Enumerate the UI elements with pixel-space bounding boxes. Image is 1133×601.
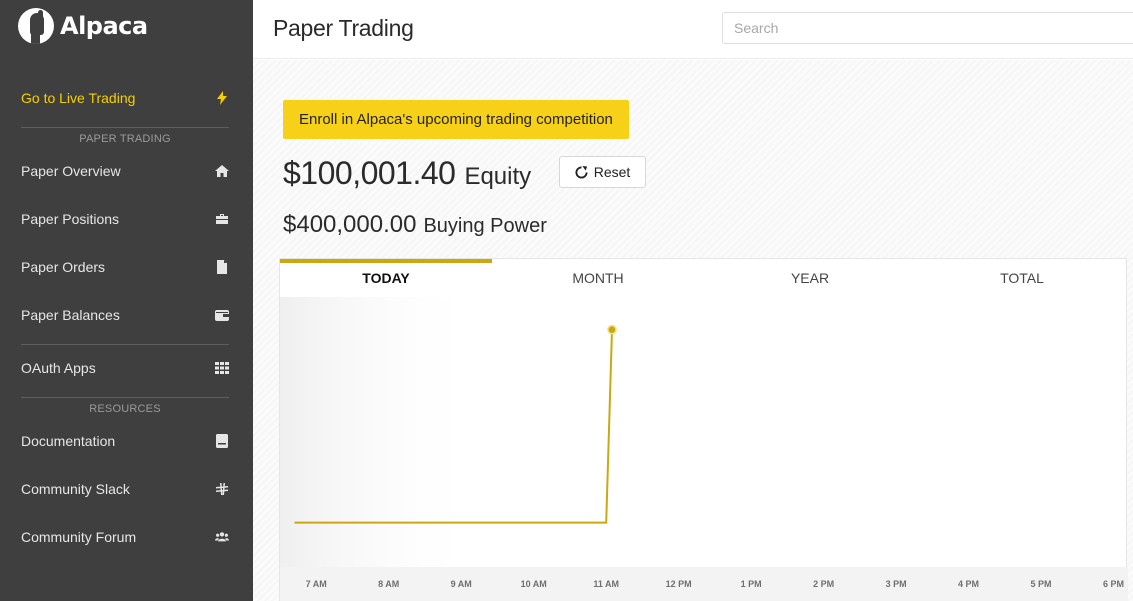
users-icon xyxy=(214,529,230,545)
sidebar-item-documentation[interactable]: Documentation xyxy=(21,429,230,453)
equity-line-chart xyxy=(280,297,1128,567)
buying-power-label: Buying Power xyxy=(423,215,547,237)
sidebar-item-label: Paper Balances xyxy=(21,307,120,323)
sidebar-item-label: Documentation xyxy=(21,433,116,449)
top-header: Paper Trading xyxy=(253,0,1133,59)
x-axis-tick-label: 12 PM xyxy=(665,579,692,589)
sidebar-item-label: Paper Overview xyxy=(21,163,121,179)
equity-chart-card: TODAY MONTH YEAR TOTAL 7 AM 8 AM 9 AM 10 AM… xyxy=(279,258,1128,601)
reset-label: Reset xyxy=(593,164,631,180)
alpaca-logo[interactable]: Alpaca xyxy=(18,8,148,44)
x-axis-tick-label: 2 PM xyxy=(813,579,835,589)
live-trading-label: Go to Live Trading xyxy=(21,90,136,106)
main-content: Enroll in Alpaca's upcoming trading comp… xyxy=(253,60,1133,601)
x-axis-tick-label: 10 AM xyxy=(520,579,547,589)
sidebar-item-paper-overview[interactable]: Paper Overview xyxy=(21,159,230,183)
document-icon xyxy=(214,259,230,275)
x-axis-tick-label: 8 AM xyxy=(378,579,400,589)
section-label-paper-trading: PAPER TRADING xyxy=(79,133,171,145)
sidebar-item-community-slack[interactable]: Community Slack xyxy=(21,477,230,501)
x-axis-tick-label: 11 AM xyxy=(593,579,620,589)
x-axis-tick-label: 7 AM xyxy=(305,579,327,589)
sidebar-divider xyxy=(21,344,229,345)
x-axis-tick-label: 9 AM xyxy=(450,579,472,589)
tab-today[interactable]: TODAY xyxy=(280,259,492,297)
grid-icon xyxy=(214,360,230,376)
equity-summary: $100,001.40 Equity xyxy=(283,155,531,192)
sidebar-item-label: OAuth Apps xyxy=(21,360,96,376)
sidebar-item-label: Paper Orders xyxy=(21,259,106,275)
sidebar-divider xyxy=(21,127,229,128)
x-axis-tick-label: 1 PM xyxy=(740,579,762,589)
chart-fade-overlay xyxy=(280,297,480,567)
buying-power-value: $400,000.00 xyxy=(283,211,417,238)
page-title: Paper Trading xyxy=(273,15,414,41)
x-axis-tick-label: 6 PM xyxy=(1102,579,1125,589)
buying-power-summary: $400,000.00 Buying Power xyxy=(283,211,547,239)
bolt-icon xyxy=(214,90,230,106)
enroll-competition-button[interactable]: Enroll in Alpaca's upcoming trading comp… xyxy=(283,100,629,139)
sidebar-item-paper-positions[interactable]: Paper Positions xyxy=(21,207,230,231)
x-axis-tick-label: 4 PM xyxy=(957,579,980,589)
refresh-icon xyxy=(575,165,588,178)
briefcase-icon xyxy=(214,211,230,227)
sidebar-item-paper-balances[interactable]: Paper Balances xyxy=(21,303,230,327)
sidebar-item-paper-orders[interactable]: Paper Orders xyxy=(21,255,230,279)
sidebar: Alpaca Go to Live Trading PAPER TRADING … xyxy=(0,0,253,601)
sidebar-item-community-forum[interactable]: Community Forum xyxy=(21,525,230,549)
slack-icon xyxy=(214,481,230,497)
brand-name: Alpaca xyxy=(60,12,148,40)
tab-month[interactable]: MONTH xyxy=(572,270,624,286)
sidebar-item-label: Paper Positions xyxy=(21,211,120,227)
latest-value-marker[interactable] xyxy=(607,324,617,335)
tab-total[interactable]: TOTAL xyxy=(1000,270,1044,286)
wallet-icon xyxy=(214,307,230,323)
book-icon xyxy=(214,433,230,449)
tab-year[interactable]: YEAR xyxy=(790,270,830,286)
x-axis-tick-label: 3 PM xyxy=(885,579,907,589)
go-to-live-trading-link[interactable]: Go to Live Trading xyxy=(21,86,230,110)
chart-x-axis: 7 AM 8 AM 9 AM 10 AM 11 AM 12 PM 1 PM 2 PM 3 PM 4… xyxy=(280,567,1128,601)
home-icon xyxy=(214,163,230,179)
equity-series-line xyxy=(294,329,613,524)
sidebar-divider xyxy=(21,397,229,398)
sidebar-item-label: Community Forum xyxy=(21,529,137,545)
search-input[interactable] xyxy=(722,12,1133,44)
chart-svg xyxy=(280,297,617,567)
sidebar-item-oauth-apps[interactable]: OAuth Apps xyxy=(21,356,230,380)
sidebar-item-label: Community Slack xyxy=(21,481,130,497)
x-axis-tick-label: 5 PM xyxy=(1030,579,1052,589)
equity-value: $100,001.40 xyxy=(283,155,456,191)
section-label-resources: RESOURCES xyxy=(89,403,161,415)
alpaca-logo-icon xyxy=(18,8,54,44)
equity-label: Equity xyxy=(464,163,532,190)
chart-period-tabs: TODAY MONTH YEAR TOTAL xyxy=(280,259,1128,297)
reset-button[interactable]: Reset xyxy=(559,156,646,188)
